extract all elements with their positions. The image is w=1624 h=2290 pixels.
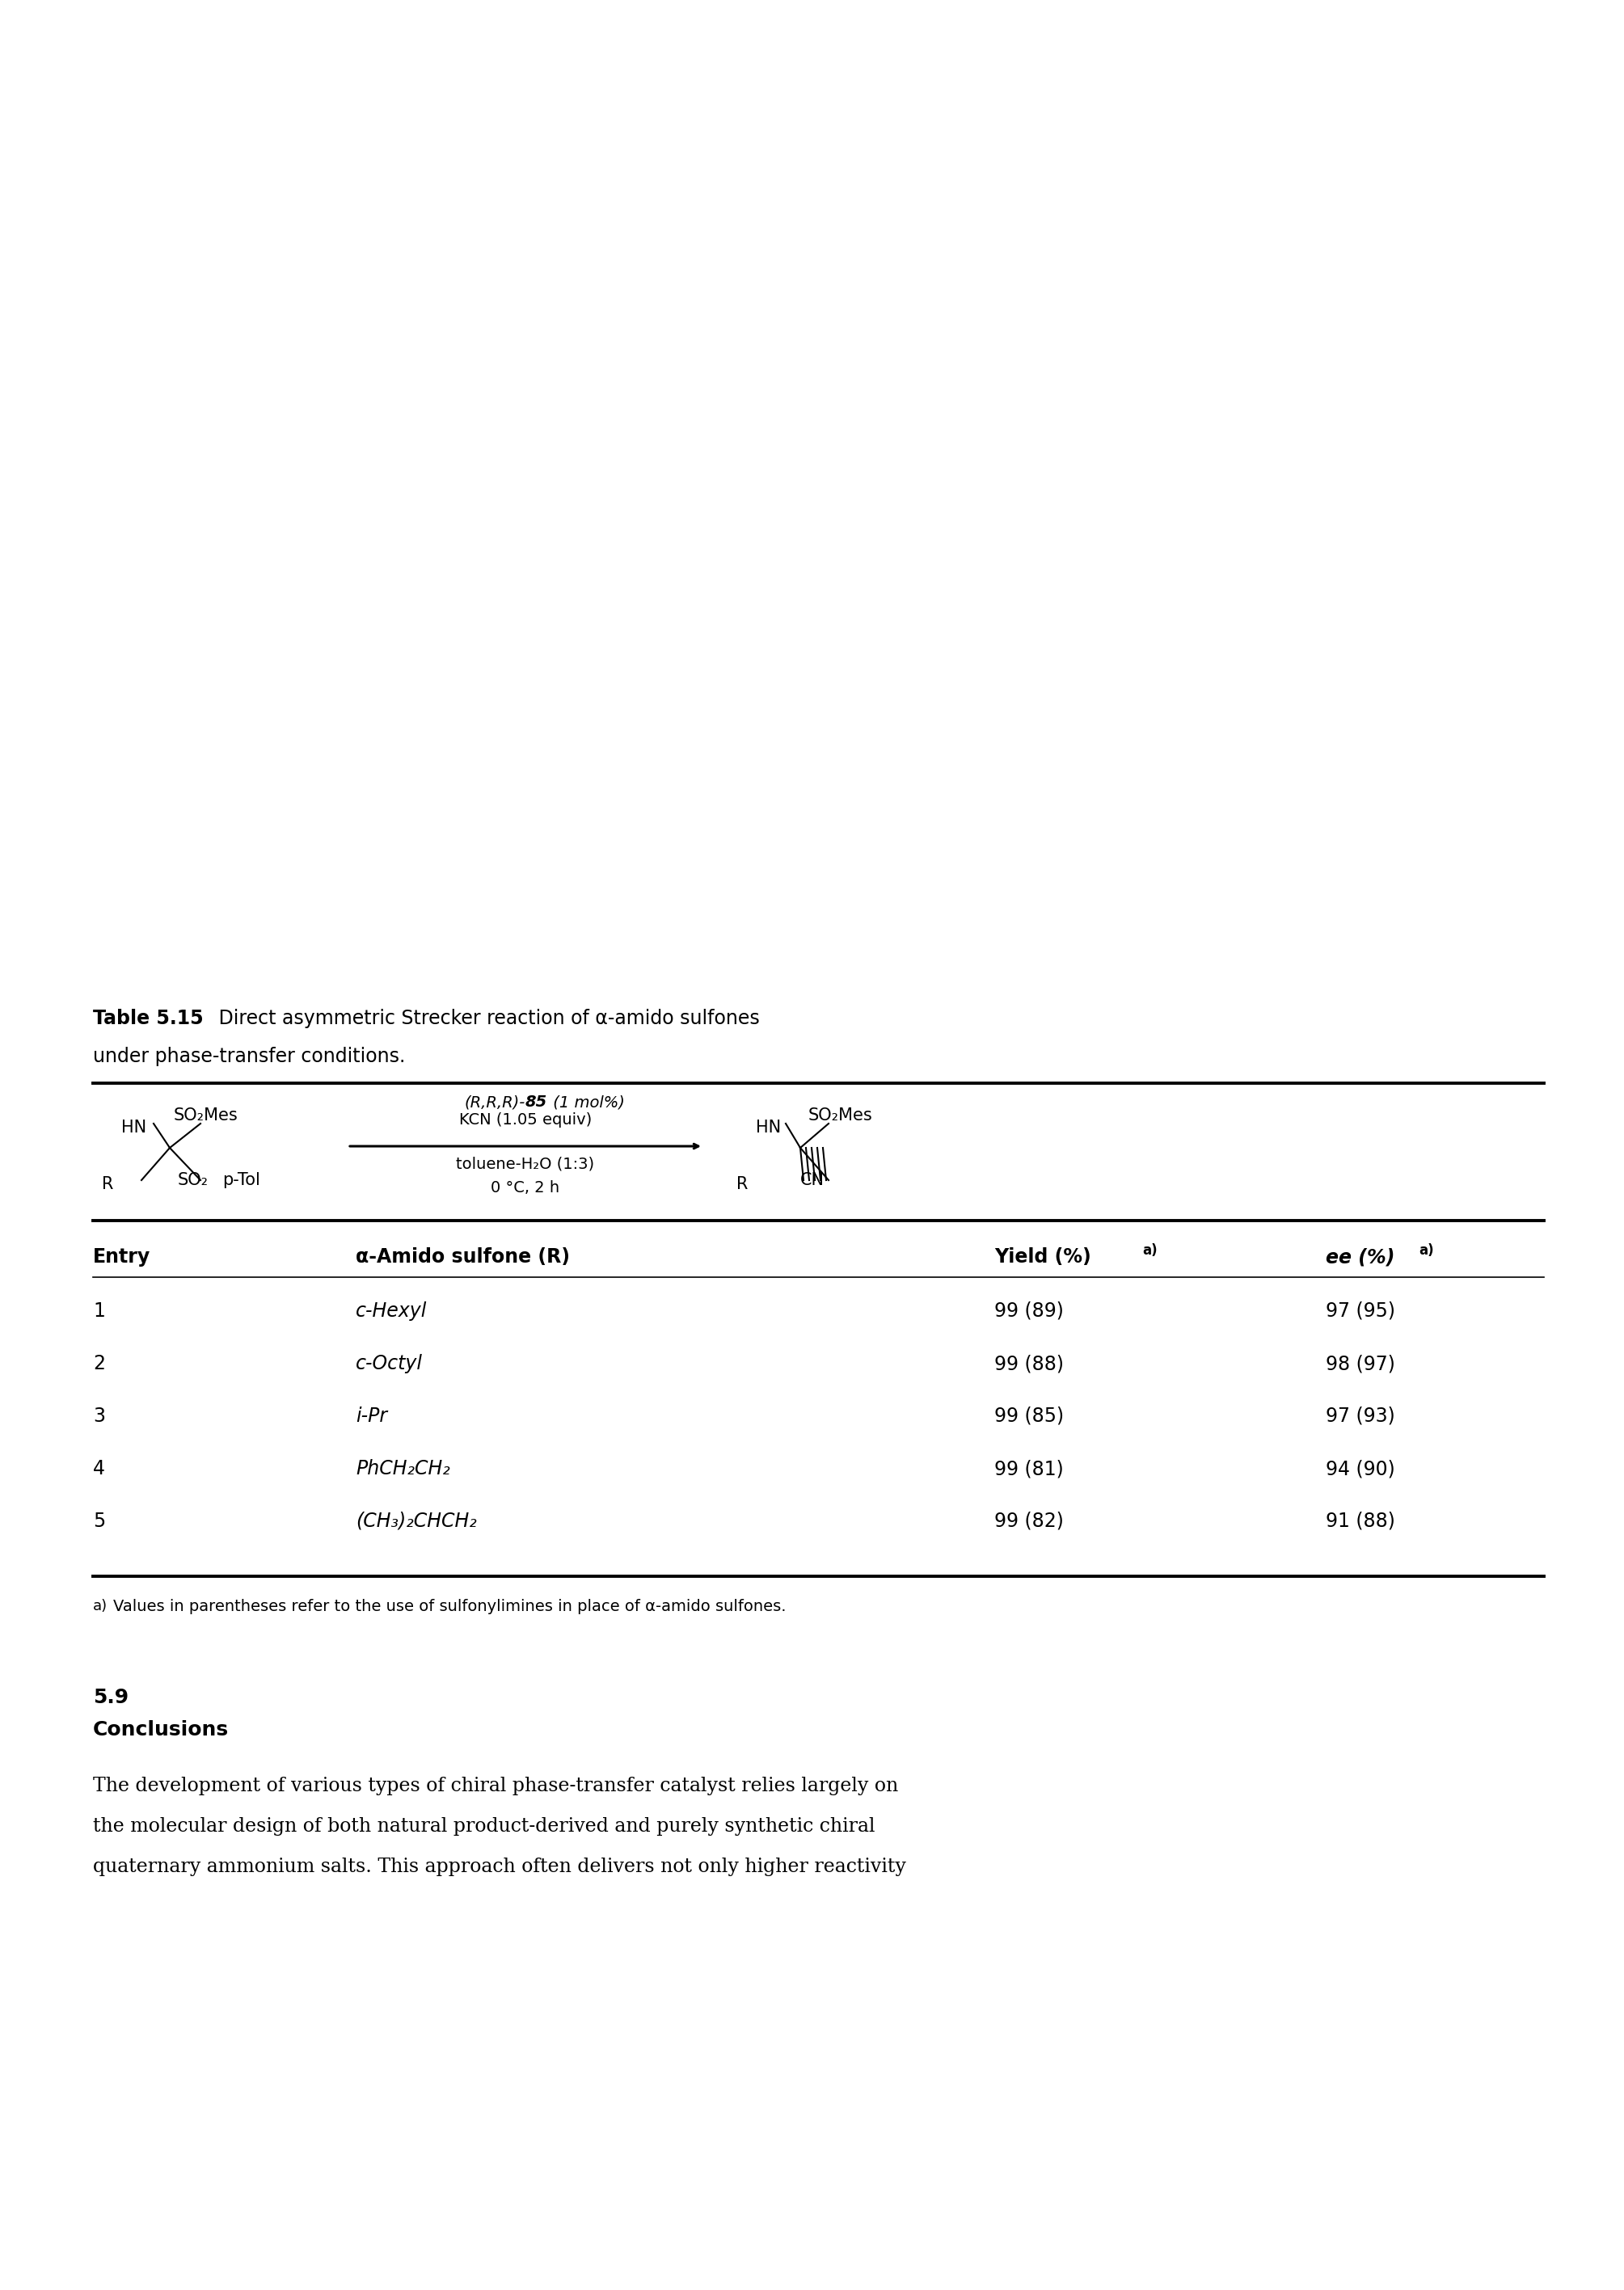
Text: 99 (81): 99 (81) — [994, 1459, 1064, 1479]
Text: 2: 2 — [93, 1353, 106, 1374]
Text: SO₂Mes: SO₂Mes — [174, 1108, 239, 1124]
Text: KCN (1.05 equiv): KCN (1.05 equiv) — [460, 1113, 591, 1127]
Text: a): a) — [93, 1598, 107, 1614]
Text: 85: 85 — [526, 1095, 547, 1111]
Text: 99 (85): 99 (85) — [994, 1406, 1064, 1427]
Text: c-Hexyl: c-Hexyl — [356, 1301, 427, 1321]
Text: c-Octyl: c-Octyl — [356, 1353, 422, 1374]
Text: HN: HN — [122, 1120, 146, 1136]
Text: a): a) — [1142, 1243, 1158, 1257]
Text: ee (%): ee (%) — [1325, 1248, 1395, 1266]
Text: 5: 5 — [93, 1511, 106, 1532]
Text: quaternary ammonium salts. This approach often delivers not only higher reactivi: quaternary ammonium salts. This approach… — [93, 1857, 906, 1876]
Text: Values in parentheses refer to the use of sulfonylimines in place of α-amido sul: Values in parentheses refer to the use o… — [114, 1598, 786, 1614]
Text: 3: 3 — [93, 1406, 106, 1427]
Text: 94 (90): 94 (90) — [1325, 1459, 1395, 1479]
Text: toluene-H₂O (1:3): toluene-H₂O (1:3) — [456, 1156, 594, 1170]
Text: 99 (82): 99 (82) — [994, 1511, 1064, 1532]
Text: 99 (89): 99 (89) — [994, 1301, 1064, 1321]
Text: (1 mol%): (1 mol%) — [547, 1095, 625, 1111]
Text: 97 (95): 97 (95) — [1325, 1301, 1395, 1321]
Text: a): a) — [1419, 1243, 1434, 1257]
Text: i-Pr: i-Pr — [356, 1406, 387, 1427]
Text: 98 (97): 98 (97) — [1325, 1353, 1395, 1374]
Text: R: R — [736, 1177, 747, 1193]
Text: Table 5.15: Table 5.15 — [93, 1010, 203, 1028]
Text: Yield (%): Yield (%) — [994, 1248, 1091, 1266]
Text: (R,R,R)-: (R,R,R)- — [464, 1095, 526, 1111]
Text: 5.9: 5.9 — [93, 1688, 128, 1706]
Text: Conclusions: Conclusions — [93, 1720, 229, 1740]
Text: 99 (88): 99 (88) — [994, 1353, 1064, 1374]
Text: 91 (88): 91 (88) — [1325, 1511, 1395, 1532]
Text: under phase-transfer conditions.: under phase-transfer conditions. — [93, 1047, 406, 1067]
Text: 97 (93): 97 (93) — [1325, 1406, 1395, 1427]
Text: Entry: Entry — [93, 1248, 151, 1266]
Text: SO₂: SO₂ — [179, 1172, 208, 1189]
Text: CN: CN — [801, 1172, 825, 1189]
Text: α-Amido sulfone (R): α-Amido sulfone (R) — [356, 1248, 570, 1266]
Text: 4: 4 — [93, 1459, 106, 1479]
Text: SO₂Mes: SO₂Mes — [809, 1108, 872, 1124]
Text: the molecular design of both natural product-derived and purely synthetic chiral: the molecular design of both natural pro… — [93, 1818, 875, 1837]
Text: PhCH₂CH₂: PhCH₂CH₂ — [356, 1459, 450, 1479]
Text: 0 °C, 2 h: 0 °C, 2 h — [490, 1179, 560, 1195]
Text: (CH₃)₂CHCH₂: (CH₃)₂CHCH₂ — [356, 1511, 477, 1532]
Text: 1: 1 — [93, 1301, 106, 1321]
Text: p-Tol: p-Tol — [222, 1172, 260, 1189]
Text: R: R — [102, 1177, 114, 1193]
Text: Direct asymmetric Strecker reaction of α-amido sulfones: Direct asymmetric Strecker reaction of α… — [213, 1010, 760, 1028]
Text: The development of various types of chiral phase-transfer catalyst relies largel: The development of various types of chir… — [93, 1777, 898, 1795]
Text: HN: HN — [755, 1120, 781, 1136]
